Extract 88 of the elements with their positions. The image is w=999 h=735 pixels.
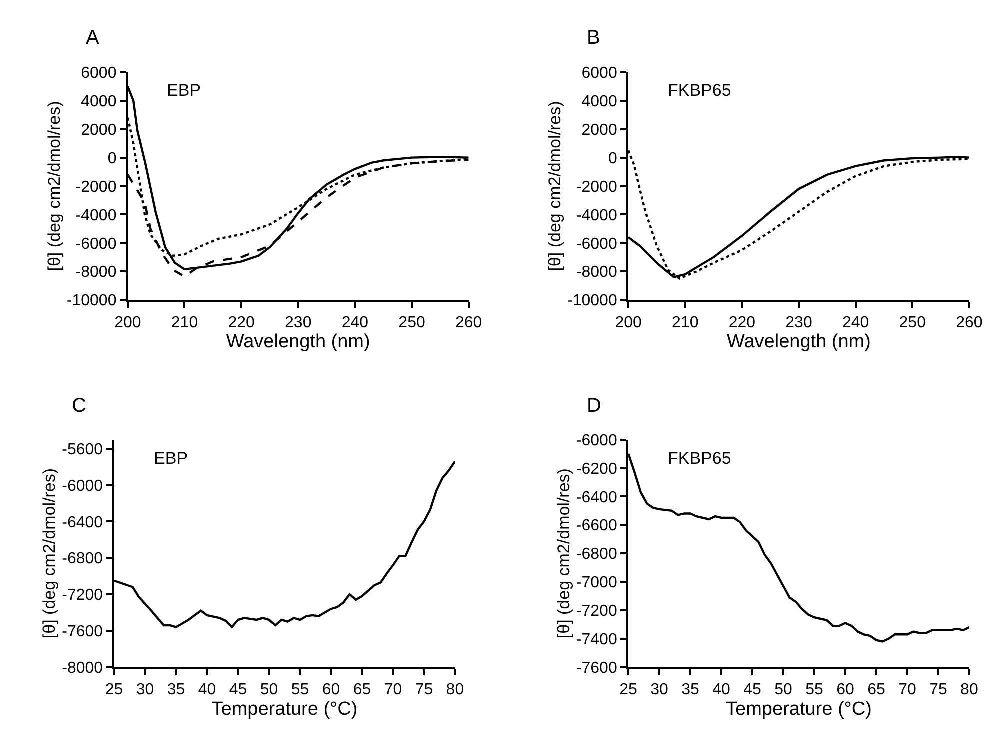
y-tick-label: -6200	[576, 460, 618, 478]
y-tick-label: -6000	[76, 236, 117, 253]
y-tick-label: 0	[108, 150, 117, 168]
x-tick-label: 250	[398, 314, 426, 332]
y-tick-label: -6800	[62, 550, 104, 568]
x-tick-label: 30	[136, 682, 154, 699]
y-tick-label: -5600	[62, 441, 104, 458]
x-tick-label: 220	[228, 314, 256, 332]
annotation: EBP	[167, 81, 202, 100]
y-tick-label: -6600	[576, 518, 618, 535]
y-tick-label: 2000	[81, 122, 117, 139]
annotation: FKBP65	[668, 449, 732, 468]
x-tick-label: 240	[842, 314, 870, 332]
y-tick-label: -4000	[76, 207, 117, 224]
y-tick-label: -6400	[62, 514, 104, 532]
x-tick-label: 75	[930, 682, 948, 699]
y-tick-label: -10000	[568, 292, 618, 310]
y-tick-label: -8000	[576, 264, 618, 282]
x-tick-label: 200	[615, 314, 642, 332]
y-tick-label: -4000	[576, 207, 618, 224]
y-tick-label: -6000	[62, 478, 104, 495]
y-axis-title: [θ] (deg cm2/dmol/res)	[40, 468, 60, 639]
x-tick-label: 60	[836, 682, 854, 699]
y-axis-title: [θ] (deg cm2/dmol/res)	[44, 101, 64, 272]
chart-title: B	[587, 27, 600, 49]
annotation: EBP	[154, 449, 188, 468]
y-tick-label: -6000	[576, 236, 618, 253]
x-tick-label: 65	[868, 682, 886, 699]
x-tick-label: 35	[167, 682, 186, 699]
x-axis-title: Wavelength (nm)	[727, 332, 871, 353]
x-tick-label: 35	[682, 682, 700, 699]
chart-title: A	[86, 27, 100, 49]
x-tick-label: 240	[342, 314, 369, 332]
annotation: FKBP65	[668, 81, 732, 100]
y-tick-label: -7600	[576, 660, 618, 677]
x-tick-label: 210	[171, 314, 198, 332]
x-tick-label: 25	[105, 682, 124, 699]
x-tick-label: 70	[384, 682, 402, 699]
x-tick-label: 60	[322, 682, 340, 699]
x-tick-label: 45	[744, 682, 762, 699]
x-tick-label: 200	[114, 314, 142, 332]
y-tick-label: -6800	[576, 546, 618, 564]
y-axis-title: [θ] (deg cm2/dmol/res)	[554, 468, 574, 639]
x-tick-label: 50	[260, 682, 278, 699]
y-tick-label: -7200	[576, 603, 618, 620]
x-tick-label: 55	[291, 682, 310, 699]
x-tick-label: 70	[898, 682, 916, 699]
y-tick-label: 0	[608, 150, 618, 168]
y-tick-label: -7200	[62, 587, 104, 604]
chart-title: D	[587, 395, 602, 417]
y-tick-label: 2000	[582, 122, 618, 139]
x-tick-label: 210	[672, 314, 699, 332]
x-axis-title: Temperature (°C)	[726, 698, 872, 720]
y-tick-label: 4000	[81, 94, 117, 110]
chart-title: C	[72, 395, 86, 417]
x-tick-label: 25	[620, 682, 638, 699]
x-tick-label: 250	[899, 314, 926, 332]
x-tick-label: 220	[728, 314, 756, 332]
x-tick-label: 80	[446, 682, 464, 699]
y-axis-title: [θ] (deg cm2/dmol/res)	[546, 101, 565, 272]
x-tick-label: 45	[229, 682, 248, 699]
y-tick-label: -7400	[576, 632, 618, 649]
x-tick-label: 55	[806, 682, 824, 699]
y-tick-label: -7000	[576, 574, 618, 592]
y-tick-label: -10000	[66, 292, 117, 310]
x-axis-title: Wavelength (nm)	[226, 332, 370, 353]
x-tick-label: 50	[774, 682, 792, 699]
y-tick-label: -6400	[576, 489, 618, 506]
x-axis-title: Temperature (°C)	[212, 698, 358, 720]
x-tick-label: 230	[786, 314, 812, 332]
x-tick-label: 30	[650, 682, 669, 699]
y-tick-label: 4000	[582, 94, 618, 110]
y-tick-label: -8000	[76, 264, 117, 282]
y-tick-label: 6000	[582, 65, 618, 82]
y-tick-label: -8000	[62, 660, 104, 677]
x-tick-label: 65	[353, 682, 372, 699]
y-tick-label: -7600	[62, 624, 104, 641]
x-tick-label: 75	[415, 682, 434, 699]
x-tick-label: 230	[285, 314, 312, 332]
x-tick-label: 40	[712, 682, 731, 699]
y-tick-label: -2000	[76, 178, 117, 196]
y-tick-label: -6000	[576, 432, 618, 450]
x-tick-label: 80	[960, 682, 978, 699]
x-tick-label: 40	[198, 682, 216, 699]
y-tick-label: 6000	[81, 65, 117, 82]
x-tick-label: 260	[956, 314, 983, 332]
y-tick-label: -2000	[576, 178, 618, 196]
x-tick-label: 260	[455, 314, 482, 332]
